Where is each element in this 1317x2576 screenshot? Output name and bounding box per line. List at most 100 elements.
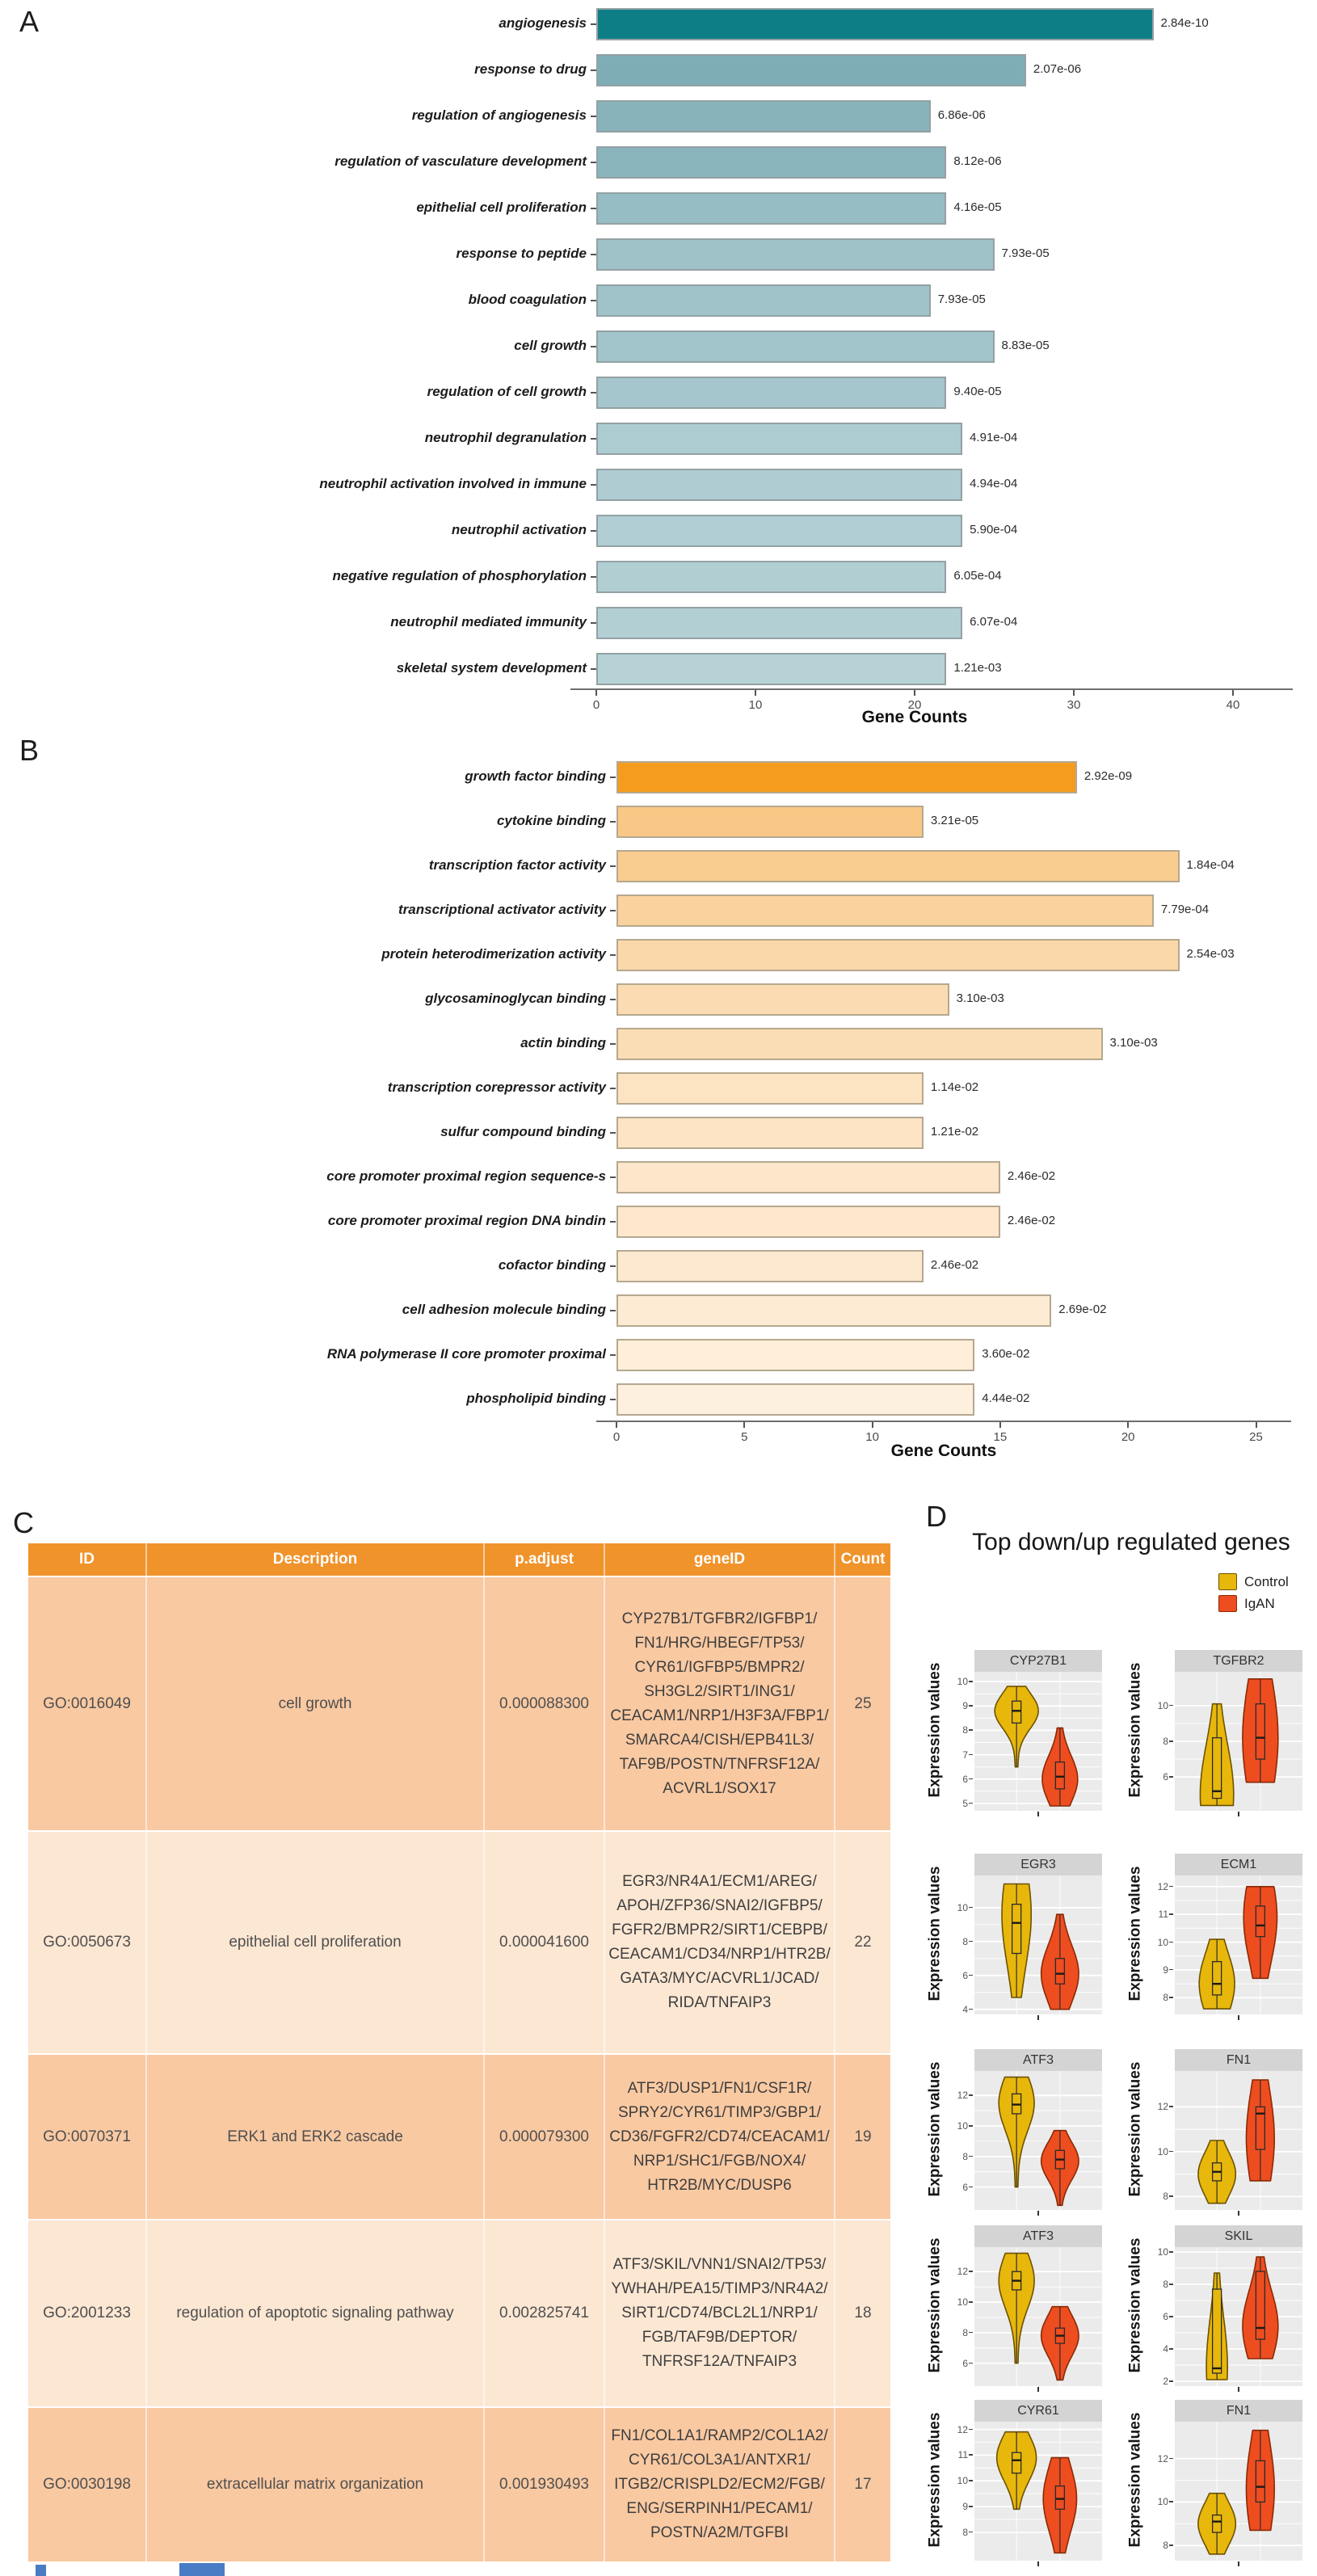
p-value-label: 4.91e-04: [970, 431, 1018, 444]
y-axis-tick: [969, 1940, 973, 1943]
y-axis-tick: [969, 2362, 973, 2364]
x-axis-tick: [1238, 2561, 1239, 2566]
y-axis-tick-label: 8: [962, 2526, 968, 2538]
y-axis-tick-label: 4: [1163, 2343, 1168, 2355]
count-cell: 18: [834, 2220, 890, 2406]
y-axis-tick-label: 8: [962, 1724, 968, 1736]
legend-control-label: Control: [1244, 1573, 1289, 1589]
p-value-label: 9.40e-05: [953, 385, 1002, 398]
y-axis-tick: [1169, 1740, 1173, 1742]
category-label: regulation of cell growth: [427, 384, 587, 399]
category-tick: [610, 1132, 616, 1134]
description-cell: epithelial cell proliferation: [145, 1832, 483, 2053]
category-tick: [610, 1088, 616, 1089]
y-axis-tick: [969, 2094, 973, 2096]
panel-c-label: C: [13, 1506, 34, 1539]
bar-response-to-drug: [596, 54, 1026, 86]
cutoff-panel-fragment: [179, 2563, 225, 2576]
violin-panel-cyp27b1-0: CYP27B1: [974, 1650, 1102, 1811]
violin-panel-tgfbr2-1: TGFBR2: [1175, 1650, 1302, 1811]
y-axis-tick: [1169, 2150, 1173, 2153]
p-value-label: 7.93e-05: [937, 293, 986, 306]
category-label: skeletal system development: [396, 660, 587, 676]
x-axis-tick: [755, 690, 756, 696]
violin-panel-fn1-9: FN1: [1175, 2400, 1302, 2561]
x-axis-tick: [1255, 1422, 1257, 1428]
violin-panel-ecm1-3: ECM1: [1175, 1854, 1302, 2014]
bar-cell-adhesion-molecule-binding: [616, 1294, 1052, 1327]
category-label: core promoter proximal region sequence-s: [326, 1168, 606, 1184]
x-axis-tick-label: 0: [592, 698, 600, 712]
x-axis-tick-label: 0: [612, 1430, 621, 1444]
panel-d-violin-plots: Top down/up regulated genes Control IgAN: [897, 1495, 1317, 2576]
description-cell: cell growth: [145, 1577, 483, 1830]
bar-epithelial-cell-proliferation: [596, 192, 947, 225]
panel-b-label: B: [19, 734, 40, 767]
go-table-header-description: Description: [145, 1543, 483, 1576]
y-axis-tick: [1169, 2251, 1173, 2253]
category-label: cell adhesion molecule binding: [402, 1302, 606, 1317]
y-axis-tick: [1169, 1997, 1173, 1998]
x-axis-line: [570, 688, 1293, 690]
p-value-label: 6.05e-04: [953, 569, 1002, 583]
y-axis-tick-label: 10: [957, 2296, 968, 2309]
y-axis-tick-label: 12: [1157, 2101, 1168, 2113]
violin-panel-atf3-4: ATF3: [974, 2049, 1102, 2210]
x-axis-tick: [1037, 2387, 1039, 2392]
y-axis-tick-label: 8: [962, 2326, 968, 2338]
violin-title-atf3: ATF3: [974, 2225, 1102, 2247]
y-axis-tick-label: 10: [1157, 2246, 1168, 2258]
y-axis-tick-label: 10: [957, 1676, 968, 1688]
bar-rna-polymerase-ii-core-promoter-proximal: [616, 1339, 975, 1371]
y-axis-tick-label: 10: [1157, 2145, 1168, 2157]
y-axis-tick: [1169, 1776, 1173, 1778]
x-axis-tick: [1238, 2015, 1239, 2020]
p-value-label: 7.79e-04: [1160, 903, 1210, 916]
description-cell: ERK1 and ERK2 cascade: [145, 2055, 483, 2219]
y-axis-tick: [969, 1974, 973, 1976]
y-axis-tick: [1169, 2106, 1173, 2107]
y-axis-tick: [969, 1778, 973, 1780]
violin-title-egr3: EGR3: [974, 1854, 1102, 1875]
y-axis-tick: [1169, 2544, 1173, 2546]
go-table-header-padjust: p.adjust: [483, 1543, 604, 1576]
y-axis-tick-label: 10: [1157, 1936, 1168, 1948]
x-axis-tick: [1238, 1812, 1239, 1816]
bar-neutrophil-activation-involved-in-immune: [596, 469, 963, 501]
violin-title-skil: SKIL: [1175, 2225, 1302, 2247]
geneid-cell: FN1/​COL1A1/​RAMP2/​COL1A2/​CYR61/​COL3A…: [604, 2408, 834, 2561]
bar-regulation-of-angiogenesis: [596, 100, 931, 133]
violin-title-cyr61: CYR61: [974, 2400, 1102, 2422]
y-axis-tick: [1169, 2501, 1173, 2502]
y-axis-tick: [1169, 2195, 1173, 2197]
p-value-label: 8.12e-06: [953, 154, 1002, 168]
geneid-cell: ATF3/​DUSP1/​FN1/​CSF1R/​SPRY2/​CYR61/​T…: [604, 2055, 834, 2219]
violin-svg-cyr61: [974, 2422, 1102, 2561]
category-label: neutrophil activation: [451, 522, 587, 537]
violin-svg-cyp27b1: [974, 1672, 1102, 1811]
category-tick: [610, 1310, 616, 1311]
bar-response-to-peptide: [596, 238, 995, 271]
y-axis-tick-label: 9: [962, 2501, 968, 2513]
violin-title-cyp27b1: CYP27B1: [974, 1650, 1102, 1672]
x-axis-tick: [999, 1422, 1001, 1428]
category-tick: [610, 910, 616, 911]
p-value-label: 4.44e-02: [982, 1391, 1030, 1405]
violin-svg-atf3: [974, 2071, 1102, 2210]
bar-glycosaminoglycan-binding: [616, 983, 949, 1016]
y-axis-tick-label: 8: [1163, 2191, 1168, 2203]
p-value-label: 7.93e-05: [1001, 246, 1050, 260]
p-value-label: 2.69e-02: [1058, 1303, 1107, 1316]
go-enrichment-table: GO:0016049 cell growth 0.000088300 CYP27B1/…: [28, 1576, 890, 2561]
violin-panel-cyr61-8: CYR61: [974, 2400, 1102, 2561]
category-tick: [591, 438, 596, 440]
y-axis-tick: [969, 1681, 973, 1682]
p-value-label: 8.83e-05: [1001, 339, 1050, 352]
violin-svg-fn1: [1175, 2422, 1302, 2561]
category-label: transcriptional activator activity: [398, 902, 606, 917]
igan-color-swatch: [1218, 1595, 1237, 1612]
category-label: protein heterodimerization activity: [381, 946, 606, 962]
p-value-label: 2.92e-09: [1083, 769, 1133, 783]
category-label: negative regulation of phosphorylation: [332, 568, 587, 583]
violin-panel-atf3-6: ATF3: [974, 2225, 1102, 2386]
